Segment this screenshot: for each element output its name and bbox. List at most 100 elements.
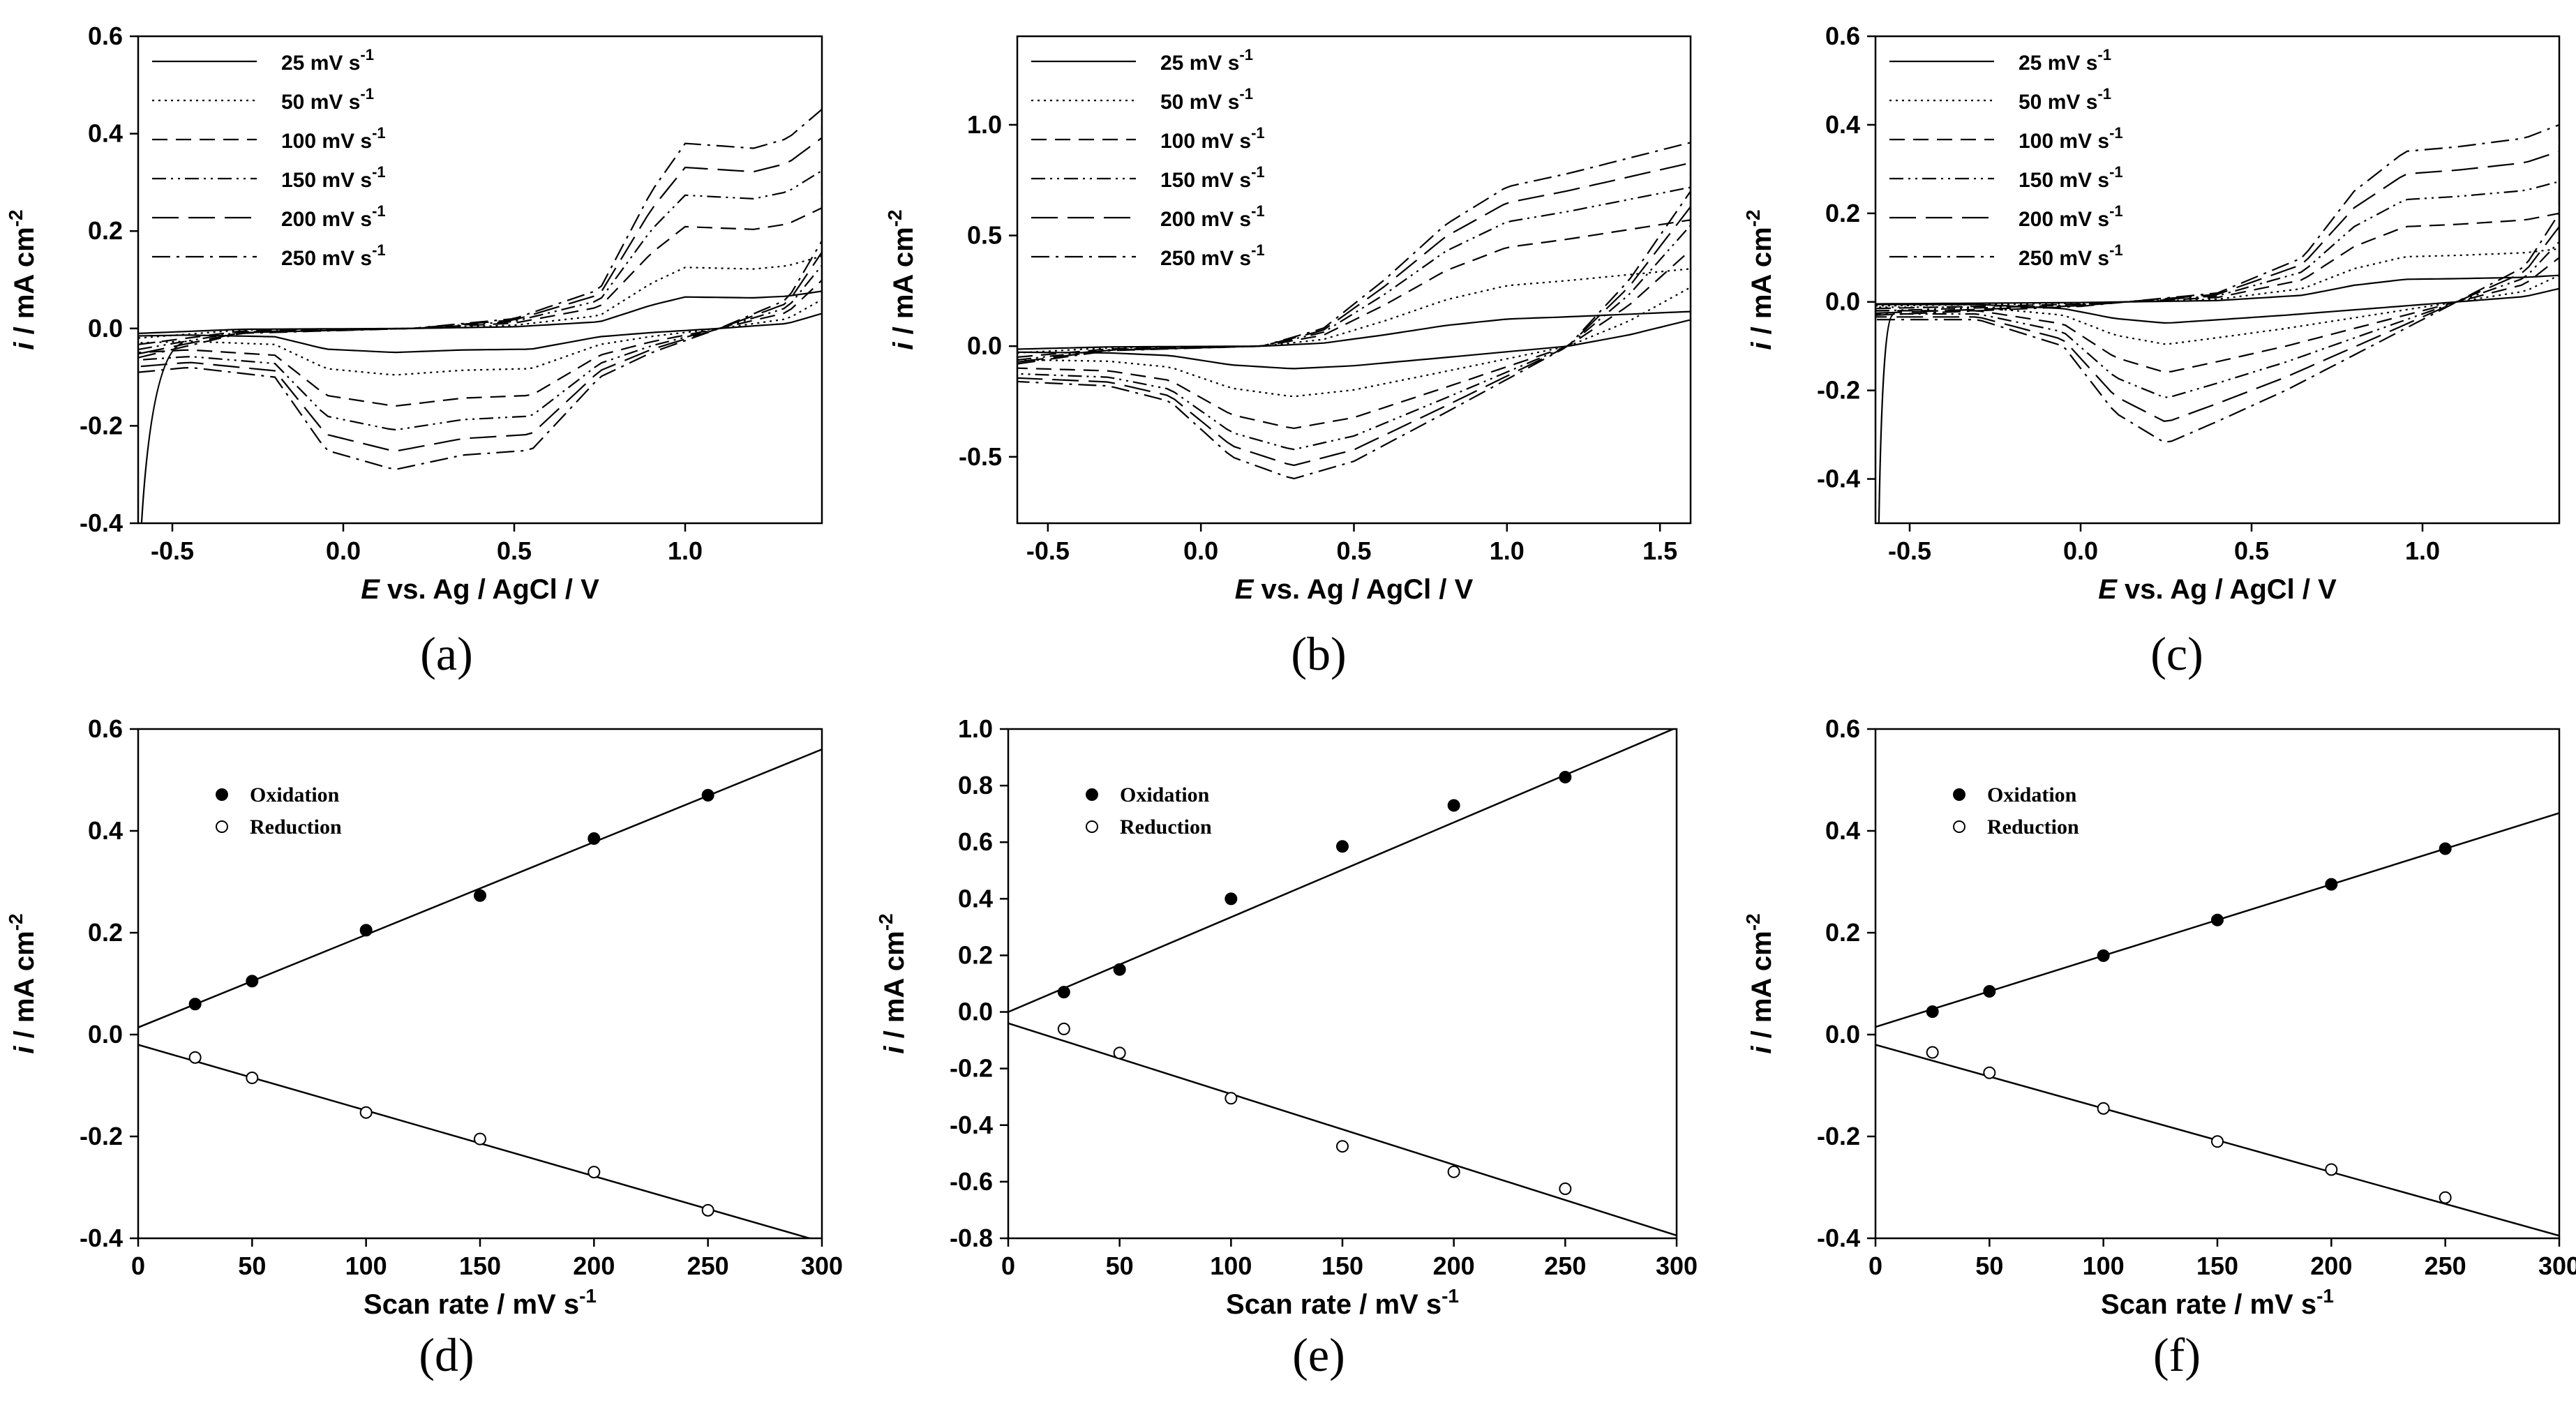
reduction-point (188, 1051, 202, 1064)
legend-label: Reduction (1120, 816, 1212, 839)
legend-label: 250 mV s-1 (281, 241, 386, 270)
x-tick-label: 0 (131, 1252, 145, 1280)
chart-e-group: 0 50 100 150 200 250 300 -0.8 -0.6 -0.4 -0.2 0.0 0.2… (875, 714, 1698, 1381)
oxidation-point (1113, 963, 1126, 976)
y-tick-label: 0.5 (967, 221, 1002, 250)
y-tick-label: -0.2 (80, 1122, 123, 1150)
reduction-point (2325, 1163, 2338, 1176)
y-axis-title: i / mA cm-2 (875, 913, 910, 1053)
x-axis-title: Scan rate / mV s-1 (1226, 1285, 1459, 1320)
legend-label: Oxidation (1120, 783, 1210, 806)
y-tick-label: 0.0 (88, 314, 123, 343)
x-tick-label: 0.5 (2234, 536, 2269, 565)
y-tick-label: -0.2 (1817, 376, 1860, 405)
x-tick-label: 150 (459, 1252, 501, 1280)
y-tick-label: -0.4 (1817, 465, 1860, 493)
legend-label: 200 mV s-1 (1160, 202, 1265, 231)
x-tick-label: 0 (1001, 1252, 1015, 1280)
reduction-point (1559, 1182, 1572, 1196)
y-tick-label: -0.4 (80, 509, 123, 537)
legend-label: 250 mV s-1 (2019, 241, 2123, 270)
x-tick-label: 0.0 (2063, 536, 2098, 565)
reduction-point (587, 1166, 601, 1179)
x-tick-label: 200 (1433, 1252, 1475, 1280)
panel-label: (b) (1291, 627, 1346, 680)
panel-label: (c) (2150, 627, 2203, 680)
oxidation-point (701, 788, 714, 802)
y-axis-title: i / mA cm-2 (884, 209, 919, 350)
legend-label: 200 mV s-1 (2019, 202, 2123, 231)
x-tick-label: 1.0 (2405, 536, 2440, 565)
x-tick-label: 150 (1321, 1252, 1363, 1280)
reduction-point (701, 1203, 714, 1217)
y-tick-label: 0.0 (88, 1020, 123, 1049)
oxidation-point (1983, 984, 1996, 998)
reduction-point (1336, 1140, 1349, 1153)
oxidation-point (1926, 1005, 1939, 1019)
y-tick-label: 0.0 (958, 998, 993, 1026)
oxidation-point (1057, 986, 1070, 999)
y-tick-label: 0.4 (1825, 110, 1860, 139)
legend-label: 150 mV s-1 (2019, 163, 2123, 192)
legend-marker (1086, 820, 1098, 833)
legend-label: 250 mV s-1 (1160, 241, 1265, 270)
y-tick-label: -0.4 (950, 1111, 993, 1139)
legend-marker (216, 820, 228, 833)
x-tick-label: 1.0 (668, 536, 703, 565)
plot-area (138, 108, 822, 523)
chart-f-group: 0 50 100 150 200 250 300 -0.4 -0.2 0.0 0.2 0.4 0.6 Sc… (1742, 714, 2576, 1381)
x-tick-label: 100 (1210, 1252, 1252, 1280)
reduction-point (2439, 1191, 2452, 1204)
plot-area (1875, 123, 2559, 523)
reduction-point (1113, 1046, 1126, 1060)
y-tick-label: 0.6 (88, 714, 123, 743)
x-axis-title: E vs. Ag / AgCl / V (1235, 574, 1474, 605)
x-tick-label: -0.5 (1888, 536, 1931, 565)
cv-curve-5 (138, 137, 822, 452)
oxidation-point (474, 889, 486, 902)
plot-area (1875, 812, 2559, 1237)
plot-area (1008, 729, 1677, 1237)
legend-label: 100 mV s-1 (1160, 124, 1265, 153)
legend-marker (1953, 820, 1965, 833)
legend-label: Oxidation (250, 783, 340, 806)
legend-label: 50 mV s-1 (1160, 85, 1253, 114)
y-tick-label: 1.0 (967, 110, 1002, 139)
x-tick-label: 0.5 (1336, 536, 1371, 565)
x-tick-label: 1.5 (1642, 536, 1677, 565)
y-tick-label: -0.2 (1817, 1122, 1860, 1150)
x-tick-label: -0.5 (1026, 536, 1070, 565)
cv-curve-3 (1875, 212, 2559, 373)
chart-d-group: 0 50 100 150 200 250 300 -0.4 -0.2 0.0 0.2 0.4 0.6 Sc… (5, 714, 843, 1381)
legend-marker (1086, 788, 1098, 801)
y-tick-label: 0.6 (1825, 22, 1860, 50)
chart-c-group: -0.5 0.0 0.5 1.0 -0.4 -0.2 0.0 0.2 0.4 0.6 E vs. A… (1742, 22, 2561, 680)
panel-label: (a) (420, 627, 472, 680)
y-tick-label: -0.8 (950, 1224, 993, 1252)
x-axis-title: Scan rate / mV s-1 (364, 1285, 597, 1320)
legend-label: 50 mV s-1 (2019, 85, 2111, 114)
panel-label: (f) (2153, 1328, 2201, 1381)
y-tick-label: -0.4 (80, 1224, 123, 1252)
x-tick-label: 200 (573, 1252, 615, 1280)
oxidation-point (188, 998, 202, 1011)
oxidation-point (1336, 840, 1349, 853)
reduction-point (1983, 1066, 1996, 1079)
x-tick-label: 0 (1869, 1252, 1882, 1280)
plot-area (1017, 142, 1691, 480)
x-tick-label: 250 (2425, 1252, 2466, 1280)
y-tick-label: 1.0 (958, 714, 993, 743)
reduction-point (1057, 1022, 1070, 1035)
legend-label: 25 mV s-1 (1160, 46, 1253, 75)
x-tick-label: 0.0 (326, 536, 361, 565)
oxidation-point (359, 924, 373, 937)
legend-label: 100 mV s-1 (281, 124, 386, 153)
y-tick-label: 0.2 (88, 216, 123, 245)
x-axis-title: E vs. Ag / AgCl / V (361, 574, 599, 605)
y-tick-label: 0.8 (958, 771, 993, 799)
cv-curve-4 (1017, 186, 1691, 451)
x-tick-label: 300 (2538, 1252, 2576, 1280)
